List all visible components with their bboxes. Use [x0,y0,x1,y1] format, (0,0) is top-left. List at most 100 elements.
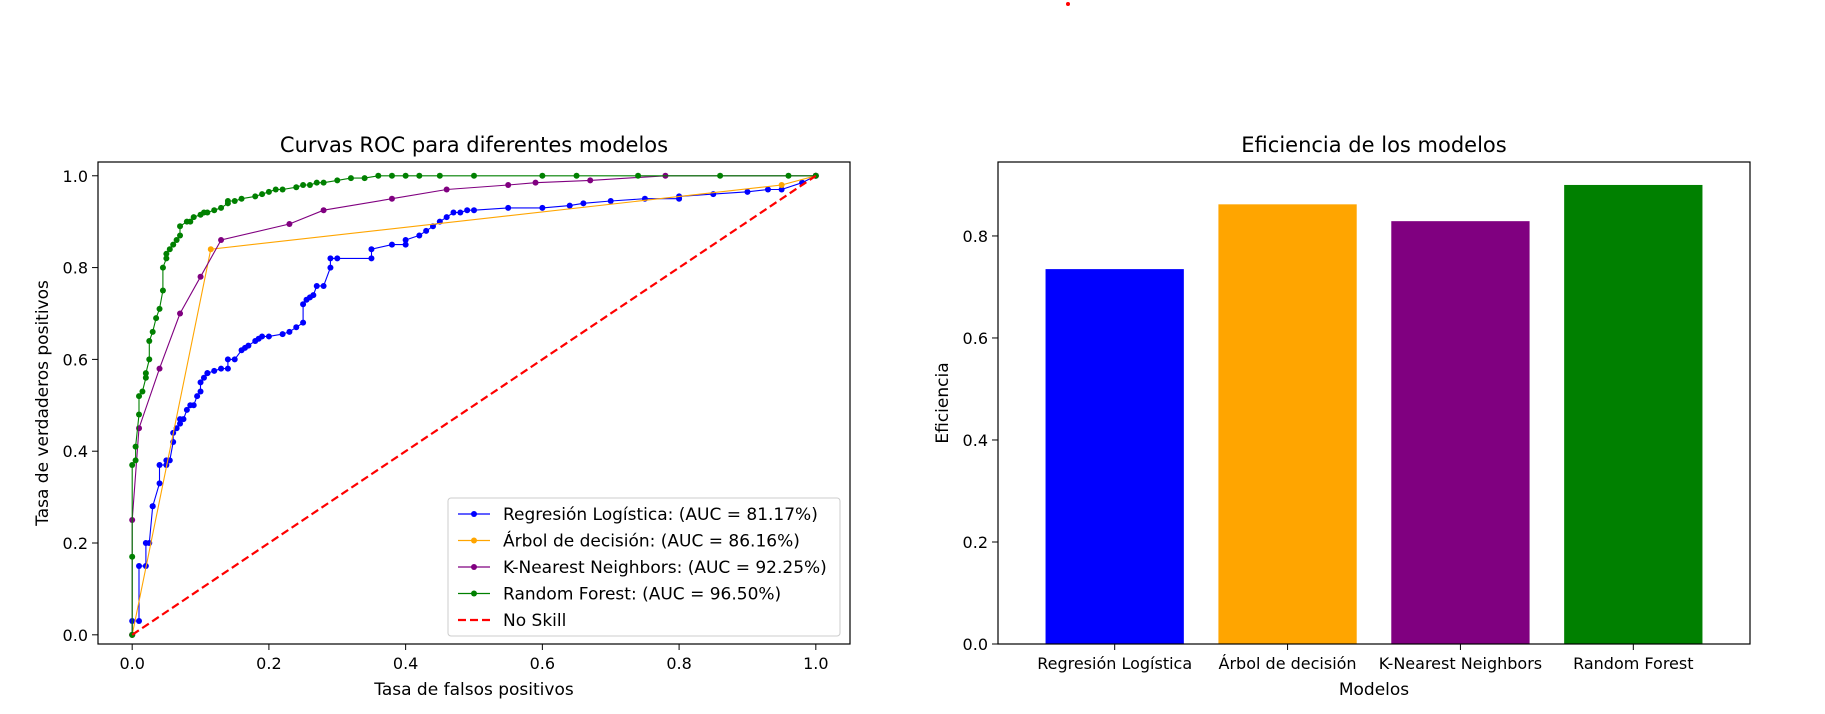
roc-point-random-forest [190,214,197,221]
bar-random-forest [1564,184,1703,644]
roc-y-tick-label: 0.6 [63,350,88,369]
roc-point-regresion-logistica [286,328,293,335]
roc-point-random-forest [471,172,477,179]
roc-point-random-forest [211,207,218,214]
roc-legend: Regresión Logística: (AUC = 81.17%) Árbol… [447,497,841,637]
legend-marker [471,537,477,544]
roc-point-random-forest [334,177,341,184]
roc-point-regresion-logistica [245,342,252,349]
roc-point-random-forest [388,172,395,179]
roc-point-random-forest [224,198,231,205]
roc-point-k-nearest-neighbors [532,179,539,186]
roc-point-regresion-logistica [580,200,587,207]
roc-line-no-skill [131,174,817,636]
roc-point-regresion-logistica [200,374,207,381]
roc-point-random-forest [402,172,409,179]
roc-point-regresion-logistica [293,324,300,331]
roc-x-tick-label: 0.6 [530,654,555,673]
roc-point-regresion-logistica [744,188,751,195]
legend-label: K-Nearest Neighbors: (AUC = 92.25%) [503,558,827,578]
roc-point-regresion-logistica [136,562,143,569]
legend-label: Regresión Logística: (AUC = 81.17%) [503,505,818,525]
roc-point-random-forest [136,411,143,418]
roc-point-random-forest [142,374,149,381]
roc-legend-items: Regresión Logística: (AUC = 81.17%) Árbol… [458,505,827,631]
roc-y-tick-label: 0.2 [63,534,88,553]
roc-point-regresion-logistica [327,264,334,271]
roc-point-regresion-logistica [259,333,266,340]
roc-point-random-forest [238,195,245,202]
legend-marker [471,590,477,597]
roc-point-k-nearest-neighbors [197,273,204,280]
roc-point-regresion-logistica [310,292,317,299]
roc-title: Curvas ROC para diferentes modelos [280,133,668,157]
roc-point-random-forest [146,338,153,345]
roc-point-random-forest [204,209,211,216]
roc-point-regresion-logistica [197,388,204,395]
roc-point-regresion-logistica [149,503,156,510]
roc-point-regresion-logistica [388,241,395,248]
bar-y-tick-label: 0.4 [963,431,988,450]
roc-point-random-forest [293,184,300,191]
roc-point-arbol-de-decision [207,246,214,253]
roc-point-random-forest [146,356,153,363]
roc-point-regresion-logistica [300,319,307,326]
roc-point-random-forest [320,179,327,186]
roc-point-regresion-logistica [156,461,163,468]
roc-point-random-forest [313,179,320,186]
roc-point-k-nearest-neighbors [156,365,163,372]
roc-point-random-forest [163,255,170,262]
bar-chart: Regresión Logística Árbol de decisión K-Ne… [933,133,1751,700]
roc-point-random-forest [635,172,642,179]
roc-point-random-forest [265,188,272,195]
roc-point-random-forest [259,191,266,198]
bar-y-label: Eficiencia [933,362,953,443]
roc-point-k-nearest-neighbors [505,181,512,188]
roc-point-random-forest [279,186,286,193]
roc-point-k-nearest-neighbors [320,207,327,214]
roc-point-regresion-logistica [279,331,286,338]
roc-point-random-forest [132,457,139,464]
roc-point-regresion-logistica [183,406,190,413]
roc-x-tick-label: 1.0 [803,654,828,673]
roc-point-k-nearest-neighbors [388,195,395,202]
roc-point-random-forest [163,250,170,257]
bar-x-tick-label: Regresión Logística [1037,654,1192,673]
roc-point-random-forest [132,443,139,450]
roc-series-group [129,172,819,638]
roc-point-regresion-logistica [450,209,457,216]
roc-point-random-forest [159,264,166,271]
roc-x-label: Tasa de falsos positivos [373,680,574,700]
roc-point-random-forest [187,218,194,225]
roc-point-regresion-logistica [218,365,225,372]
roc-point-k-nearest-neighbors [587,177,594,184]
bar-y-tick-label: 0.0 [963,635,988,654]
roc-point-random-forest [306,181,313,188]
bar-x-ticks: Regresión Logística Árbol de decisión K-Ne… [1037,644,1694,673]
roc-point-random-forest [173,237,180,244]
roc-point-regresion-logistica [180,416,187,423]
roc-point-regresion-logistica [539,204,546,211]
roc-point-k-nearest-neighbors [443,186,450,193]
roc-y-tick-label: 1.0 [63,167,88,186]
roc-point-random-forest [252,193,259,200]
roc-point-regresion-logistica [156,480,163,487]
roc-point-random-forest [375,172,382,179]
roc-point-random-forest [156,305,163,312]
roc-point-regresion-logistica [566,202,573,209]
roc-point-random-forest [129,461,136,468]
roc-y-tick-label: 0.8 [63,259,88,278]
bar-x-tick-label: Árbol de decisión [1219,654,1357,673]
roc-point-regresion-logistica [402,241,409,248]
legend-marker [471,564,477,570]
roc-y-tick-label: 0.0 [63,626,88,645]
roc-point-random-forest [300,181,307,188]
bar-arbol-de-decision [1218,204,1357,644]
roc-y-ticks: 0.0 0.2 0.4 0.6 0.8 1.0 [63,167,98,645]
roc-point-random-forest [177,232,184,239]
roc-point-regresion-logistica [607,198,614,205]
roc-point-random-forest [166,246,173,253]
roc-point-random-forest [218,204,225,211]
roc-line-arbol-de-decision [131,175,816,635]
roc-point-regresion-logistica [368,246,375,253]
